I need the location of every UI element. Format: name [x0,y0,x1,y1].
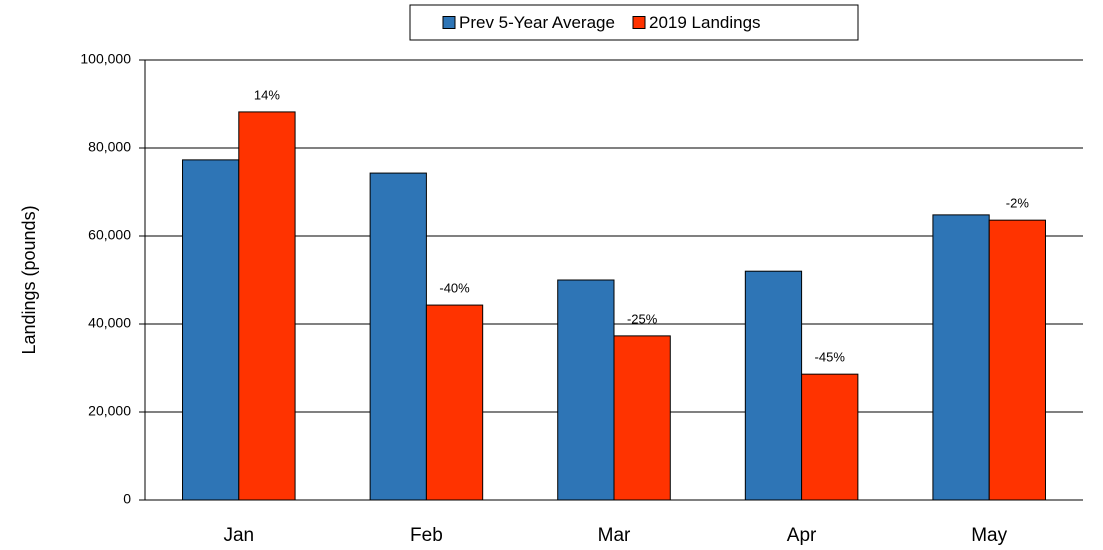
x-tick-label: Jan [223,525,254,546]
annotation: -40% [439,281,470,296]
x-tick-label: Mar [598,525,631,546]
bar [369,172,427,501]
bar [744,270,803,501]
legend-swatch [632,16,646,29]
x-tick-label: Apr [787,525,817,546]
bar [988,219,1046,501]
x-tick-label: May [971,525,1007,546]
bar [425,304,484,501]
annotation: -2% [1006,196,1030,211]
bar [557,279,615,501]
legend-label: Prev 5-Year Average [459,13,615,32]
legend-swatch [442,16,456,29]
annotation: 14% [254,87,280,102]
x-tick-label: Feb [410,525,443,546]
bar [932,214,990,501]
bar [801,373,859,501]
y-tick-label: 60,000 [88,227,131,243]
annotation: -25% [627,311,658,326]
bar [238,111,296,501]
y-tick-label: 100,000 [80,51,131,67]
y-tick-label: 20,000 [88,403,131,419]
y-tick-label: 80,000 [88,139,131,155]
bar [613,335,671,501]
bar [182,159,240,501]
annotation: -45% [815,350,846,365]
y-tick-label: 40,000 [88,315,131,331]
y-tick-label: 0 [123,491,131,507]
y-axis-label: Landings (pounds) [19,205,39,354]
legend-label: 2019 Landings [649,13,761,32]
